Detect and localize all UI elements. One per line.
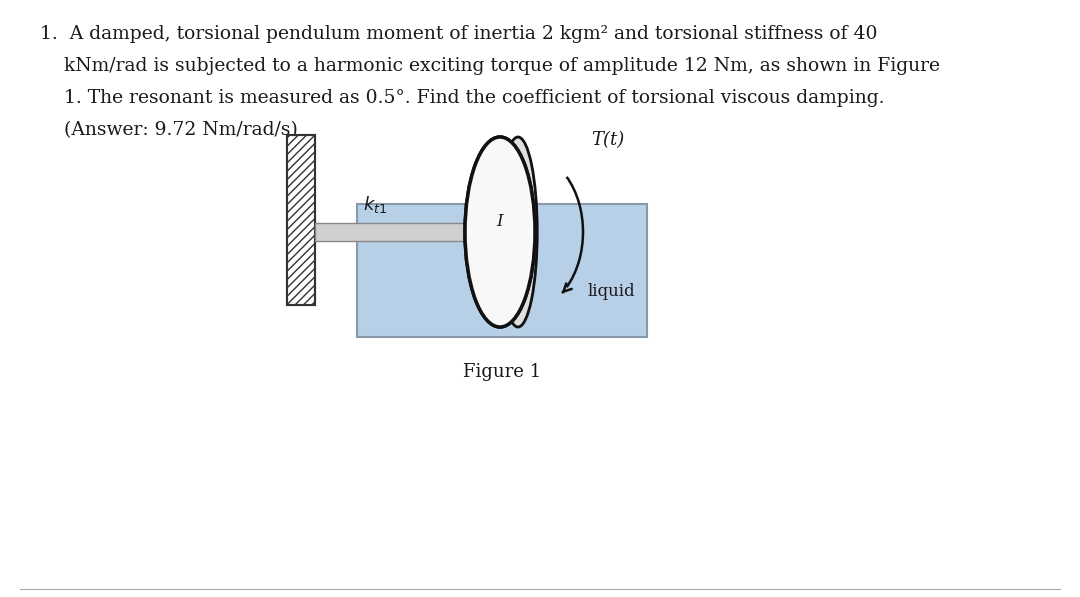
Bar [287,135,315,305]
Text: $k_{t1}$: $k_{t1}$ [363,194,388,215]
Ellipse shape [465,137,535,327]
Ellipse shape [465,137,535,327]
Bar [357,204,647,337]
Text: T(t): T(t) [591,131,624,149]
Text: I: I [497,214,503,230]
Ellipse shape [499,137,537,327]
Bar [287,135,315,305]
Text: 1.  A damped, torsional pendulum moment of inertia 2 kgm² and torsional stiffnes: 1. A damped, torsional pendulum moment o… [40,25,877,43]
Text: Figure 1: Figure 1 [463,363,541,381]
Text: liquid: liquid [588,284,635,300]
Text: (Answer: 9.72 Nm/rad/s): (Answer: 9.72 Nm/rad/s) [40,121,298,139]
Bar [315,223,487,241]
Text: kNm/rad is subjected to a harmonic exciting torque of amplitude 12 Nm, as shown : kNm/rad is subjected to a harmonic excit… [40,57,940,75]
Text: 1. The resonant is measured as 0.5°. Find the coefficient of torsional viscous d: 1. The resonant is measured as 0.5°. Fin… [40,89,885,107]
